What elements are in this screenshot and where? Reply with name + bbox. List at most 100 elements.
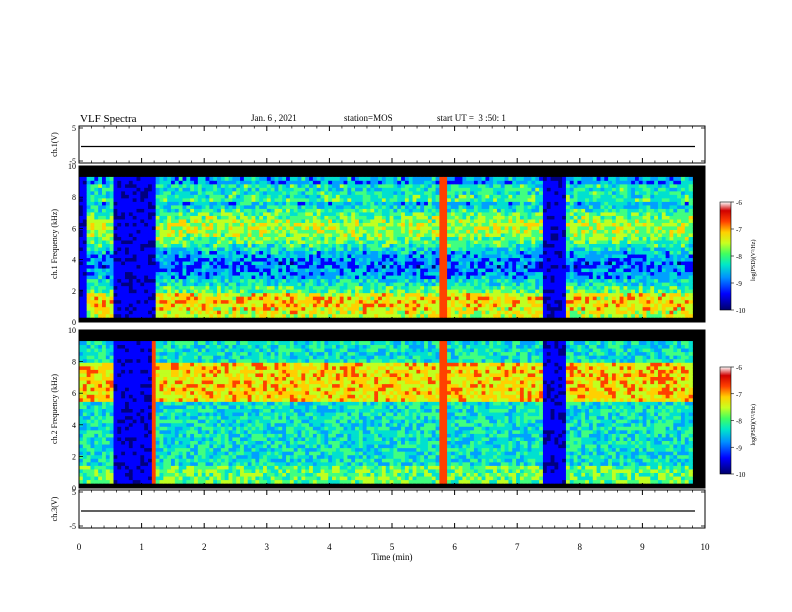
spectrogram-cell bbox=[286, 306, 291, 311]
spectrogram-cell bbox=[424, 247, 429, 252]
spectrogram-cell bbox=[424, 275, 429, 280]
spectrogram-cell bbox=[439, 176, 444, 181]
spectrogram-cell bbox=[366, 261, 371, 266]
spectrogram-cell bbox=[458, 313, 463, 318]
spectrogram-cell bbox=[259, 254, 264, 259]
spectrogram-cell bbox=[186, 257, 191, 262]
spectrogram-cell bbox=[209, 176, 214, 181]
spectrogram-cell bbox=[335, 190, 341, 195]
spectrogram-cell bbox=[324, 257, 329, 262]
spectrogram-cell bbox=[370, 233, 375, 237]
spectrogram-cell bbox=[79, 222, 84, 227]
spectrogram-cell bbox=[324, 292, 329, 297]
spectrogram-cell bbox=[182, 264, 187, 269]
spectrogram-cell bbox=[454, 215, 459, 220]
spectrogram-cell bbox=[243, 197, 249, 202]
spectrogram-cell bbox=[355, 194, 360, 199]
spectrogram-cell bbox=[519, 313, 525, 318]
spectrogram-cell bbox=[320, 282, 325, 287]
spectrogram-cell bbox=[140, 183, 145, 188]
spectrogram-cell bbox=[542, 197, 548, 202]
spectrogram-cell bbox=[144, 233, 149, 237]
spectrogram-cell bbox=[335, 306, 341, 311]
spectrogram-cell bbox=[259, 201, 264, 206]
spectrogram-cell bbox=[182, 268, 187, 273]
spectrogram-cell bbox=[98, 219, 103, 223]
spectrogram-cell bbox=[312, 205, 318, 209]
spectrogram-cell bbox=[447, 296, 452, 301]
spectrogram-cell bbox=[255, 257, 260, 262]
spectrogram-cell bbox=[105, 278, 111, 283]
spectrogram-cell bbox=[136, 303, 141, 308]
spectrogram-cell bbox=[125, 222, 130, 227]
spectrogram-cell bbox=[132, 250, 137, 255]
spectrogram-cell bbox=[370, 205, 375, 209]
spectrogram-cell bbox=[243, 292, 249, 297]
spectrogram-cell bbox=[332, 205, 337, 209]
spectrogram-cell bbox=[504, 187, 509, 192]
spectrogram-cell bbox=[527, 180, 532, 185]
spectrogram-cell bbox=[374, 212, 379, 216]
spectrogram-cell bbox=[240, 190, 245, 195]
spectrogram-cell bbox=[439, 197, 444, 202]
spectrogram-cell bbox=[94, 278, 99, 283]
spectrogram-cell bbox=[243, 243, 249, 248]
spectrogram-cell bbox=[174, 268, 180, 273]
spectrogram-cell bbox=[205, 296, 210, 301]
spectrogram-cell bbox=[182, 197, 187, 202]
spectrogram-cell bbox=[240, 215, 245, 220]
spectrogram-cell bbox=[194, 208, 199, 213]
spectrogram-cell bbox=[140, 229, 145, 234]
spectrogram-cell bbox=[385, 233, 390, 237]
spectrogram-cell bbox=[109, 250, 114, 255]
spectrogram-cell bbox=[171, 296, 176, 301]
spectrogram-cell bbox=[197, 212, 203, 216]
spectrogram-cell bbox=[454, 194, 459, 199]
spectrogram-cell bbox=[339, 282, 344, 287]
spectrogram-cell bbox=[128, 226, 134, 230]
spectrogram-cell bbox=[148, 296, 153, 301]
spectrogram-cell bbox=[393, 215, 398, 220]
spectrogram-cell bbox=[186, 264, 191, 269]
spectrogram-cell bbox=[167, 275, 172, 280]
spectrogram-cell bbox=[105, 310, 111, 315]
spectrogram-cell bbox=[320, 268, 325, 273]
spectrogram-cell bbox=[220, 180, 226, 185]
spectrogram-cell bbox=[125, 233, 130, 237]
spectrogram-cell bbox=[148, 233, 153, 237]
spectrogram-cell bbox=[381, 268, 387, 273]
spectrogram-cell bbox=[151, 201, 157, 206]
spectrogram-cell bbox=[408, 201, 413, 206]
spectrogram-cell bbox=[178, 183, 183, 188]
spectrogram-cell bbox=[351, 222, 356, 227]
spectrogram-cell bbox=[374, 236, 379, 241]
spectrogram-cell bbox=[121, 296, 126, 301]
spectrogram-cell bbox=[224, 212, 229, 216]
spectrogram-cell bbox=[424, 205, 429, 209]
spectrogram-cell bbox=[247, 240, 252, 245]
spectrogram-cell bbox=[167, 194, 172, 199]
spectrogram-cell bbox=[424, 264, 429, 269]
spectrogram-cell bbox=[312, 219, 318, 223]
spectrogram-cell bbox=[86, 264, 91, 269]
spectrogram-cell bbox=[443, 197, 448, 202]
spectrogram-cell bbox=[516, 197, 521, 202]
spectrogram-cell bbox=[197, 226, 203, 230]
spectrogram-cell bbox=[105, 201, 111, 206]
spectrogram-cell bbox=[366, 201, 371, 206]
spectrogram-cell bbox=[316, 212, 321, 216]
spectrogram-cell bbox=[519, 275, 525, 280]
spectrogram-cell bbox=[385, 313, 390, 318]
spectrogram-cell bbox=[171, 282, 176, 287]
spectrogram-cell bbox=[309, 240, 314, 245]
spectrogram-cell bbox=[205, 299, 210, 304]
spectrogram-cell bbox=[378, 247, 383, 252]
spectrogram-cell bbox=[155, 215, 160, 220]
spectrogram-cell bbox=[385, 250, 390, 255]
spectrogram-cell bbox=[362, 310, 367, 315]
spectrogram-cell bbox=[370, 190, 375, 195]
spectrogram-cell bbox=[351, 292, 356, 297]
spectrogram-cell bbox=[316, 271, 321, 276]
spectrogram-cell bbox=[98, 313, 103, 318]
spectrogram-cell bbox=[144, 296, 149, 301]
